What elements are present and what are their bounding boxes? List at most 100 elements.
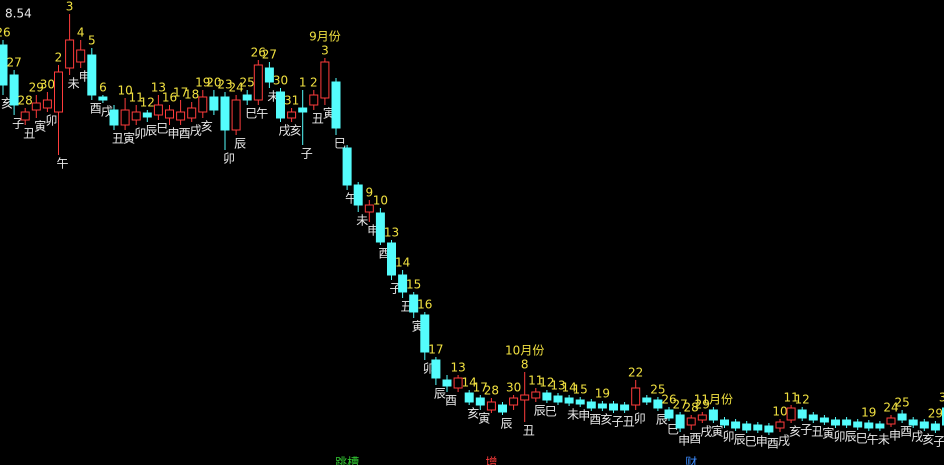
branch-label: 亥 — [600, 413, 612, 427]
candle-body — [908, 419, 918, 426]
day-label: 15 — [406, 278, 421, 292]
branch-label: 卯 — [45, 114, 57, 128]
branch-label: 寅 — [822, 426, 834, 441]
flag-label: 跳槽 — [335, 456, 359, 465]
candle-body — [87, 54, 97, 96]
candle-body — [586, 401, 596, 409]
candle-body — [764, 425, 774, 433]
candle-body — [453, 377, 463, 389]
candle-body — [9, 74, 19, 106]
branch-label: 亥 — [467, 407, 479, 421]
branch-label: 巳 — [745, 435, 757, 449]
day-label: 5 — [88, 34, 96, 48]
day-label: 24 — [883, 401, 898, 415]
max-price-label: 8.54 — [5, 7, 32, 21]
candle-body — [176, 111, 186, 121]
candle-body — [731, 421, 741, 429]
month-label: 10月份 — [505, 344, 544, 358]
day-label: 2 — [55, 51, 63, 65]
day-label: 3 — [321, 44, 329, 58]
candle-body — [819, 417, 829, 423]
candle-body — [242, 94, 252, 101]
candle-body — [708, 409, 718, 421]
day-label: 10 — [117, 84, 132, 98]
day-label: 3 — [66, 0, 74, 14]
branch-label: 戌 — [911, 430, 923, 444]
day-label: 2 — [310, 76, 318, 90]
day-label: 11 — [783, 391, 798, 405]
candle-body — [298, 107, 308, 113]
branch-label: 申 — [756, 435, 768, 449]
day-label: 13 — [384, 226, 399, 240]
branch-label: 卯 — [223, 152, 235, 166]
day-label: 19 — [195, 76, 210, 90]
candle-body — [409, 294, 419, 313]
branch-label: 申 — [889, 429, 901, 443]
candle-body — [842, 419, 852, 426]
candle-body — [942, 407, 944, 426]
day-label: 27 — [262, 48, 277, 62]
day-label: 25 — [240, 76, 255, 90]
candle-body — [442, 379, 452, 387]
day-label: 13 — [550, 379, 565, 393]
candle-body — [187, 107, 197, 119]
branch-label: 丑 — [523, 424, 535, 438]
day-label: 26 — [251, 46, 266, 60]
candle-body — [531, 391, 541, 399]
candle-body — [353, 184, 363, 206]
day-label: 23 — [217, 78, 232, 92]
branch-label: 卯 — [134, 127, 146, 141]
day-label: 17 — [428, 343, 443, 357]
flag-label: 财 — [685, 456, 697, 465]
day-label: 15 — [573, 383, 588, 397]
candle-body — [720, 419, 729, 426]
branch-label: 寅 — [34, 119, 46, 134]
candle-body — [231, 99, 241, 131]
branch-label: 寅 — [711, 424, 723, 439]
branch-label: 丑 — [112, 132, 124, 146]
day-label: 1 — [299, 76, 307, 90]
day-label: 29 — [928, 407, 943, 421]
day-label: 12 — [140, 96, 155, 110]
day-label: 27 — [6, 56, 21, 70]
candle-body — [120, 109, 130, 126]
candle-body — [209, 96, 219, 111]
day-label: 13 — [151, 81, 166, 95]
day-label: 28 — [18, 94, 33, 108]
candle-body — [65, 39, 75, 69]
branch-label: 戌 — [190, 124, 202, 138]
day-label: 19 — [861, 406, 876, 420]
candle-body — [364, 204, 374, 213]
day-label: 26 — [0, 26, 11, 40]
candle-body — [76, 49, 86, 63]
branch-label: 酉 — [90, 102, 102, 116]
day-label: 13 — [450, 361, 465, 375]
branch-label: 亥 — [290, 124, 302, 138]
candle-body — [142, 112, 152, 118]
candle-body — [98, 96, 108, 101]
candle-body — [520, 394, 530, 401]
candle-body — [387, 242, 396, 276]
candle-body — [31, 102, 41, 111]
branch-label: 巳 — [245, 107, 257, 121]
candle-body — [165, 109, 174, 119]
candle-body — [609, 403, 618, 411]
day-label: 19 — [595, 387, 610, 401]
day-label: 30 — [939, 391, 944, 405]
branch-label: 卯 — [722, 430, 734, 444]
candle-body — [486, 401, 496, 411]
branch-label: 未 — [567, 408, 579, 422]
day-label: 6 — [99, 81, 107, 95]
candle-body — [808, 414, 818, 421]
candle-body — [109, 109, 119, 126]
candle-body — [253, 64, 263, 101]
candle-body — [742, 423, 752, 431]
day-label: 8 — [521, 358, 529, 372]
branch-label: 酉 — [767, 437, 779, 451]
branch-label: 酉 — [445, 394, 457, 408]
candle-body — [342, 147, 352, 186]
day-label: 14 — [462, 376, 477, 390]
candle-body — [54, 71, 63, 113]
branch-label: 未 — [356, 214, 368, 228]
day-label: 25 — [650, 383, 665, 397]
